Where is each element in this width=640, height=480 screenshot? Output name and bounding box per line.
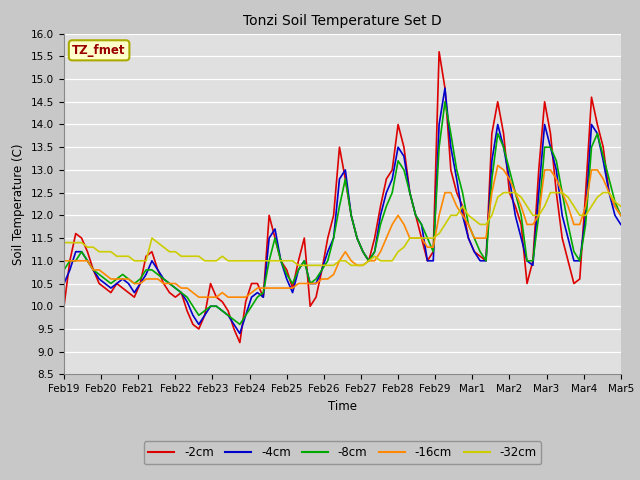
-16cm <box>195 294 203 300</box>
-32cm <box>307 263 314 268</box>
Line: -4cm: -4cm <box>64 88 621 334</box>
-2cm <box>582 190 589 195</box>
-16cm <box>224 294 232 300</box>
-2cm <box>617 213 625 218</box>
-4cm <box>582 213 589 218</box>
-8cm <box>348 213 355 218</box>
-32cm <box>136 258 144 264</box>
-16cm <box>494 163 502 168</box>
-4cm <box>348 213 355 218</box>
-2cm <box>435 49 443 55</box>
-2cm <box>60 303 68 309</box>
-16cm <box>365 258 372 264</box>
-4cm <box>365 258 372 264</box>
-8cm <box>617 213 625 218</box>
Line: -16cm: -16cm <box>64 166 621 297</box>
Line: -8cm: -8cm <box>64 102 621 324</box>
X-axis label: Time: Time <box>328 400 357 413</box>
-8cm <box>441 99 449 105</box>
-8cm <box>60 267 68 273</box>
-16cm <box>60 258 68 264</box>
-4cm <box>441 85 449 91</box>
Title: Tonzi Soil Temperature Set D: Tonzi Soil Temperature Set D <box>243 14 442 28</box>
Line: -2cm: -2cm <box>64 52 621 343</box>
-4cm <box>617 222 625 228</box>
-16cm <box>307 281 314 287</box>
Text: TZ_fmet: TZ_fmet <box>72 44 126 57</box>
-2cm <box>307 303 314 309</box>
-16cm <box>136 281 144 287</box>
-32cm <box>500 190 508 195</box>
-16cm <box>617 213 625 218</box>
-8cm <box>582 222 589 228</box>
-8cm <box>307 281 314 287</box>
Y-axis label: Soil Temperature (C): Soil Temperature (C) <box>12 143 26 265</box>
-32cm <box>60 240 68 245</box>
-4cm <box>307 281 314 287</box>
-32cm <box>218 253 226 259</box>
Line: -32cm: -32cm <box>64 192 621 265</box>
-16cm <box>348 258 355 264</box>
-2cm <box>365 258 372 264</box>
-8cm <box>365 258 372 264</box>
-4cm <box>136 281 144 287</box>
-8cm <box>218 308 226 313</box>
-8cm <box>136 276 144 282</box>
-32cm <box>617 204 625 209</box>
-8cm <box>236 322 244 327</box>
-2cm <box>236 340 244 346</box>
-16cm <box>582 204 589 209</box>
-32cm <box>582 213 589 218</box>
-2cm <box>218 299 226 305</box>
-2cm <box>348 213 355 218</box>
-32cm <box>365 258 372 264</box>
-4cm <box>60 281 68 287</box>
-2cm <box>136 281 144 287</box>
-4cm <box>236 331 244 336</box>
-4cm <box>218 308 226 313</box>
Legend: -2cm, -4cm, -8cm, -16cm, -32cm: -2cm, -4cm, -8cm, -16cm, -32cm <box>144 442 541 464</box>
-32cm <box>294 263 302 268</box>
-32cm <box>348 263 355 268</box>
